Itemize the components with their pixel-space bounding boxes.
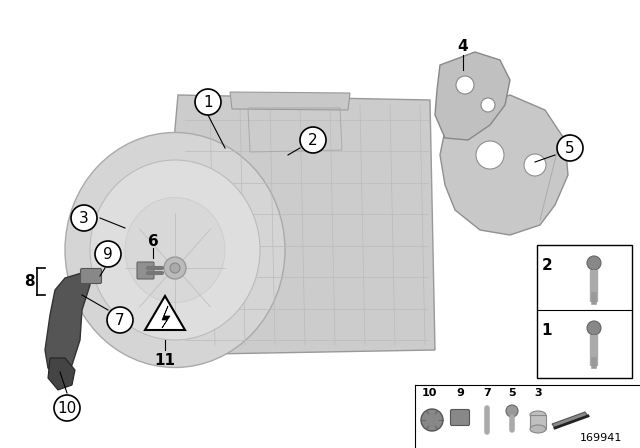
Ellipse shape [90,160,260,340]
Text: 2: 2 [541,258,552,272]
Text: 4: 4 [458,39,468,53]
Text: 1: 1 [203,95,213,109]
Circle shape [71,205,97,231]
Circle shape [421,409,443,431]
Polygon shape [435,52,510,140]
FancyBboxPatch shape [451,409,470,426]
Polygon shape [440,95,568,235]
Circle shape [107,307,133,333]
Text: 3: 3 [534,388,542,398]
Text: 11: 11 [154,353,175,367]
Text: 9: 9 [103,246,113,262]
Circle shape [456,76,474,94]
Circle shape [54,395,80,421]
Text: 5: 5 [508,388,516,398]
FancyBboxPatch shape [137,262,154,279]
Text: 5: 5 [565,141,575,155]
Polygon shape [45,272,90,375]
Ellipse shape [530,425,546,433]
Polygon shape [145,296,185,330]
Text: 169941: 169941 [580,433,622,443]
Circle shape [95,241,121,267]
Ellipse shape [164,257,186,279]
Circle shape [524,154,546,176]
Ellipse shape [170,263,180,273]
Circle shape [481,98,495,112]
Circle shape [587,256,601,270]
Polygon shape [48,358,75,390]
Ellipse shape [530,411,546,419]
Text: 2: 2 [308,133,318,147]
Text: 10: 10 [421,388,436,398]
Text: 6: 6 [148,233,158,249]
FancyBboxPatch shape [81,268,102,284]
Text: 9: 9 [456,388,464,398]
Text: 10: 10 [58,401,77,415]
Circle shape [476,141,504,169]
Polygon shape [230,92,350,110]
Circle shape [506,405,518,417]
Ellipse shape [125,198,225,302]
Text: 7: 7 [483,388,491,398]
Circle shape [300,127,326,153]
Circle shape [587,321,601,335]
Text: 3: 3 [79,211,89,225]
Text: 7: 7 [115,313,125,327]
Circle shape [557,135,583,161]
Bar [530,415,546,429]
Bar [537,245,632,378]
Ellipse shape [65,133,285,367]
Text: 1: 1 [541,323,552,337]
Circle shape [195,89,221,115]
Text: 8: 8 [24,273,35,289]
Polygon shape [552,412,588,428]
Polygon shape [162,306,170,328]
Polygon shape [155,95,435,355]
